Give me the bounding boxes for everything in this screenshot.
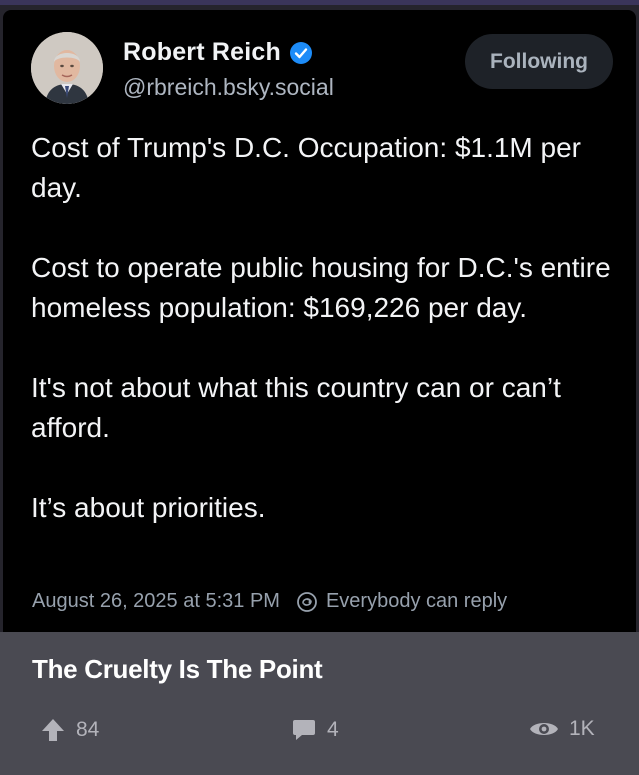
- post-card: Robert Reich @rbreich.bsky.social Follow…: [3, 10, 636, 632]
- following-button[interactable]: Following: [465, 34, 613, 89]
- upvote-count: 84: [76, 718, 100, 741]
- post-paragraph: It’s about priorities.: [31, 492, 266, 523]
- post-timestamp[interactable]: August 26, 2025 at 5:31 PM: [32, 590, 280, 612]
- post-paragraph: It's not about what this country can or …: [31, 372, 561, 443]
- reply-settings-icon: [296, 591, 318, 613]
- share-footer: The Cruelty Is The Point 84 4: [0, 632, 639, 775]
- display-name-row: Robert Reich: [123, 38, 313, 67]
- post-paragraph: Cost to operate public housing for D.C.'…: [31, 252, 611, 323]
- author-handle[interactable]: @rbreich.bsky.social: [123, 74, 334, 100]
- post-body: Cost of Trump's D.C. Occupation: $1.1M p…: [31, 128, 616, 528]
- comment-stat[interactable]: 4: [291, 717, 339, 743]
- avatar[interactable]: [31, 32, 103, 104]
- post-paragraph: Cost of Trump's D.C. Occupation: $1.1M p…: [31, 132, 582, 203]
- verified-icon: [289, 41, 313, 65]
- comment-count: 4: [327, 718, 339, 741]
- share-caption: The Cruelty Is The Point: [32, 654, 323, 684]
- upvote-stat[interactable]: 84: [40, 717, 99, 743]
- avatar-portrait: [31, 32, 103, 104]
- comment-icon: [291, 717, 317, 743]
- reply-setting[interactable]: Everybody can reply: [325, 590, 508, 612]
- display-name[interactable]: Robert Reich: [123, 38, 281, 66]
- upvote-icon: [40, 717, 66, 743]
- views-icon: [529, 718, 559, 740]
- views-stat: 1K: [529, 717, 595, 741]
- post-meta: August 26, 2025 at 5:31 PM Everybody can…: [32, 590, 507, 613]
- views-count: 1K: [569, 717, 595, 740]
